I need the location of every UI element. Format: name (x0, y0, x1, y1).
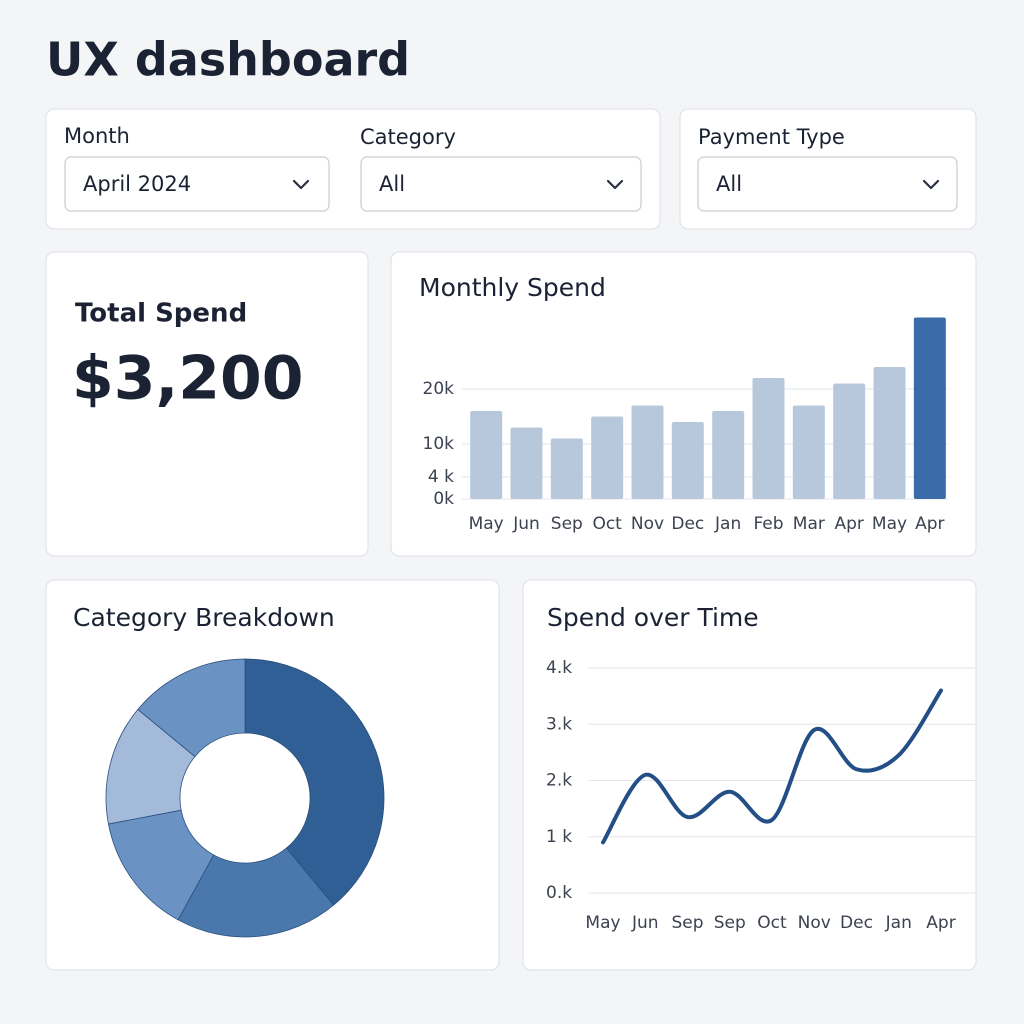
x-tick-label: Apr (915, 514, 944, 534)
line (601, 688, 943, 845)
chevron (606, 179, 624, 190)
y-tick-label: 2.k (546, 771, 572, 791)
x-tick-label: Nov (631, 514, 664, 534)
y-tick-label: 1 k (546, 827, 572, 847)
kpi-card (45, 251, 369, 557)
y-tick-label: 0k (433, 489, 454, 509)
x-tick-label: Jun (631, 913, 659, 933)
x-tick-label: Mar (793, 514, 825, 534)
x-tick-label: Sep (714, 913, 746, 933)
bar (873, 367, 906, 499)
bar (591, 416, 624, 499)
payment-dropdown[interactable] (697, 156, 958, 212)
donut-segment (244, 658, 385, 906)
x-tick-label: Jan (885, 913, 912, 933)
bar (712, 411, 745, 499)
bar (752, 378, 785, 499)
filter-label: Payment Type (698, 125, 845, 149)
chart-title: Spend over Time (547, 603, 759, 632)
chevron (922, 179, 940, 190)
bar (792, 405, 825, 499)
filter-label: Month (64, 124, 130, 148)
y-tick-label: 0.k (546, 883, 572, 903)
y-tick-label: 10k (423, 434, 455, 454)
dropdown-value: All (716, 172, 742, 196)
x-tick-label: Dec (671, 514, 704, 534)
y-tick-label: 4.k (546, 658, 572, 678)
x-tick-label: Nov (798, 913, 831, 933)
page-title: UX dashboard (46, 33, 410, 87)
chevron (292, 179, 310, 190)
x-tick-label: Jan (714, 514, 741, 534)
y-tick-label: 20k (423, 379, 455, 399)
chart-title: Category Breakdown (73, 603, 335, 632)
chart-title: Monthly Spend (419, 273, 606, 302)
chart-card (522, 579, 977, 971)
dropdown-value: April 2024 (83, 172, 191, 196)
bar (671, 422, 704, 499)
donut-segment (177, 847, 335, 938)
x-tick-label: May (469, 514, 504, 534)
x-tick-label: May (585, 913, 620, 933)
kpi-value: $3,200 (72, 344, 304, 414)
dropdown-value: All (379, 172, 405, 196)
x-tick-label: Sep (551, 514, 583, 534)
bar (510, 427, 543, 499)
x-tick-label: Jun (512, 514, 540, 534)
x-tick-label: Sep (671, 913, 703, 933)
x-tick-label: Dec (840, 913, 873, 933)
x-tick-label: May (872, 514, 907, 534)
x-tick-label: Feb (753, 514, 783, 534)
bar (550, 438, 583, 499)
y-tick-label: 4 k (428, 467, 454, 487)
bar (631, 405, 664, 499)
bar (913, 317, 946, 499)
x-tick-label: Oct (592, 514, 622, 534)
month-dropdown[interactable] (64, 156, 330, 212)
y-tick-label: 3.k (546, 714, 572, 734)
donut-segment (137, 658, 246, 758)
x-tick-label: Oct (757, 913, 787, 933)
kpi-label: Total Spend (75, 299, 247, 329)
x-tick-label: Apr (926, 913, 955, 933)
x-tick-label: Apr (834, 514, 863, 534)
bar (470, 411, 503, 499)
filter-label: Category (360, 125, 456, 149)
category-dropdown[interactable] (360, 156, 642, 212)
bar (833, 383, 866, 499)
